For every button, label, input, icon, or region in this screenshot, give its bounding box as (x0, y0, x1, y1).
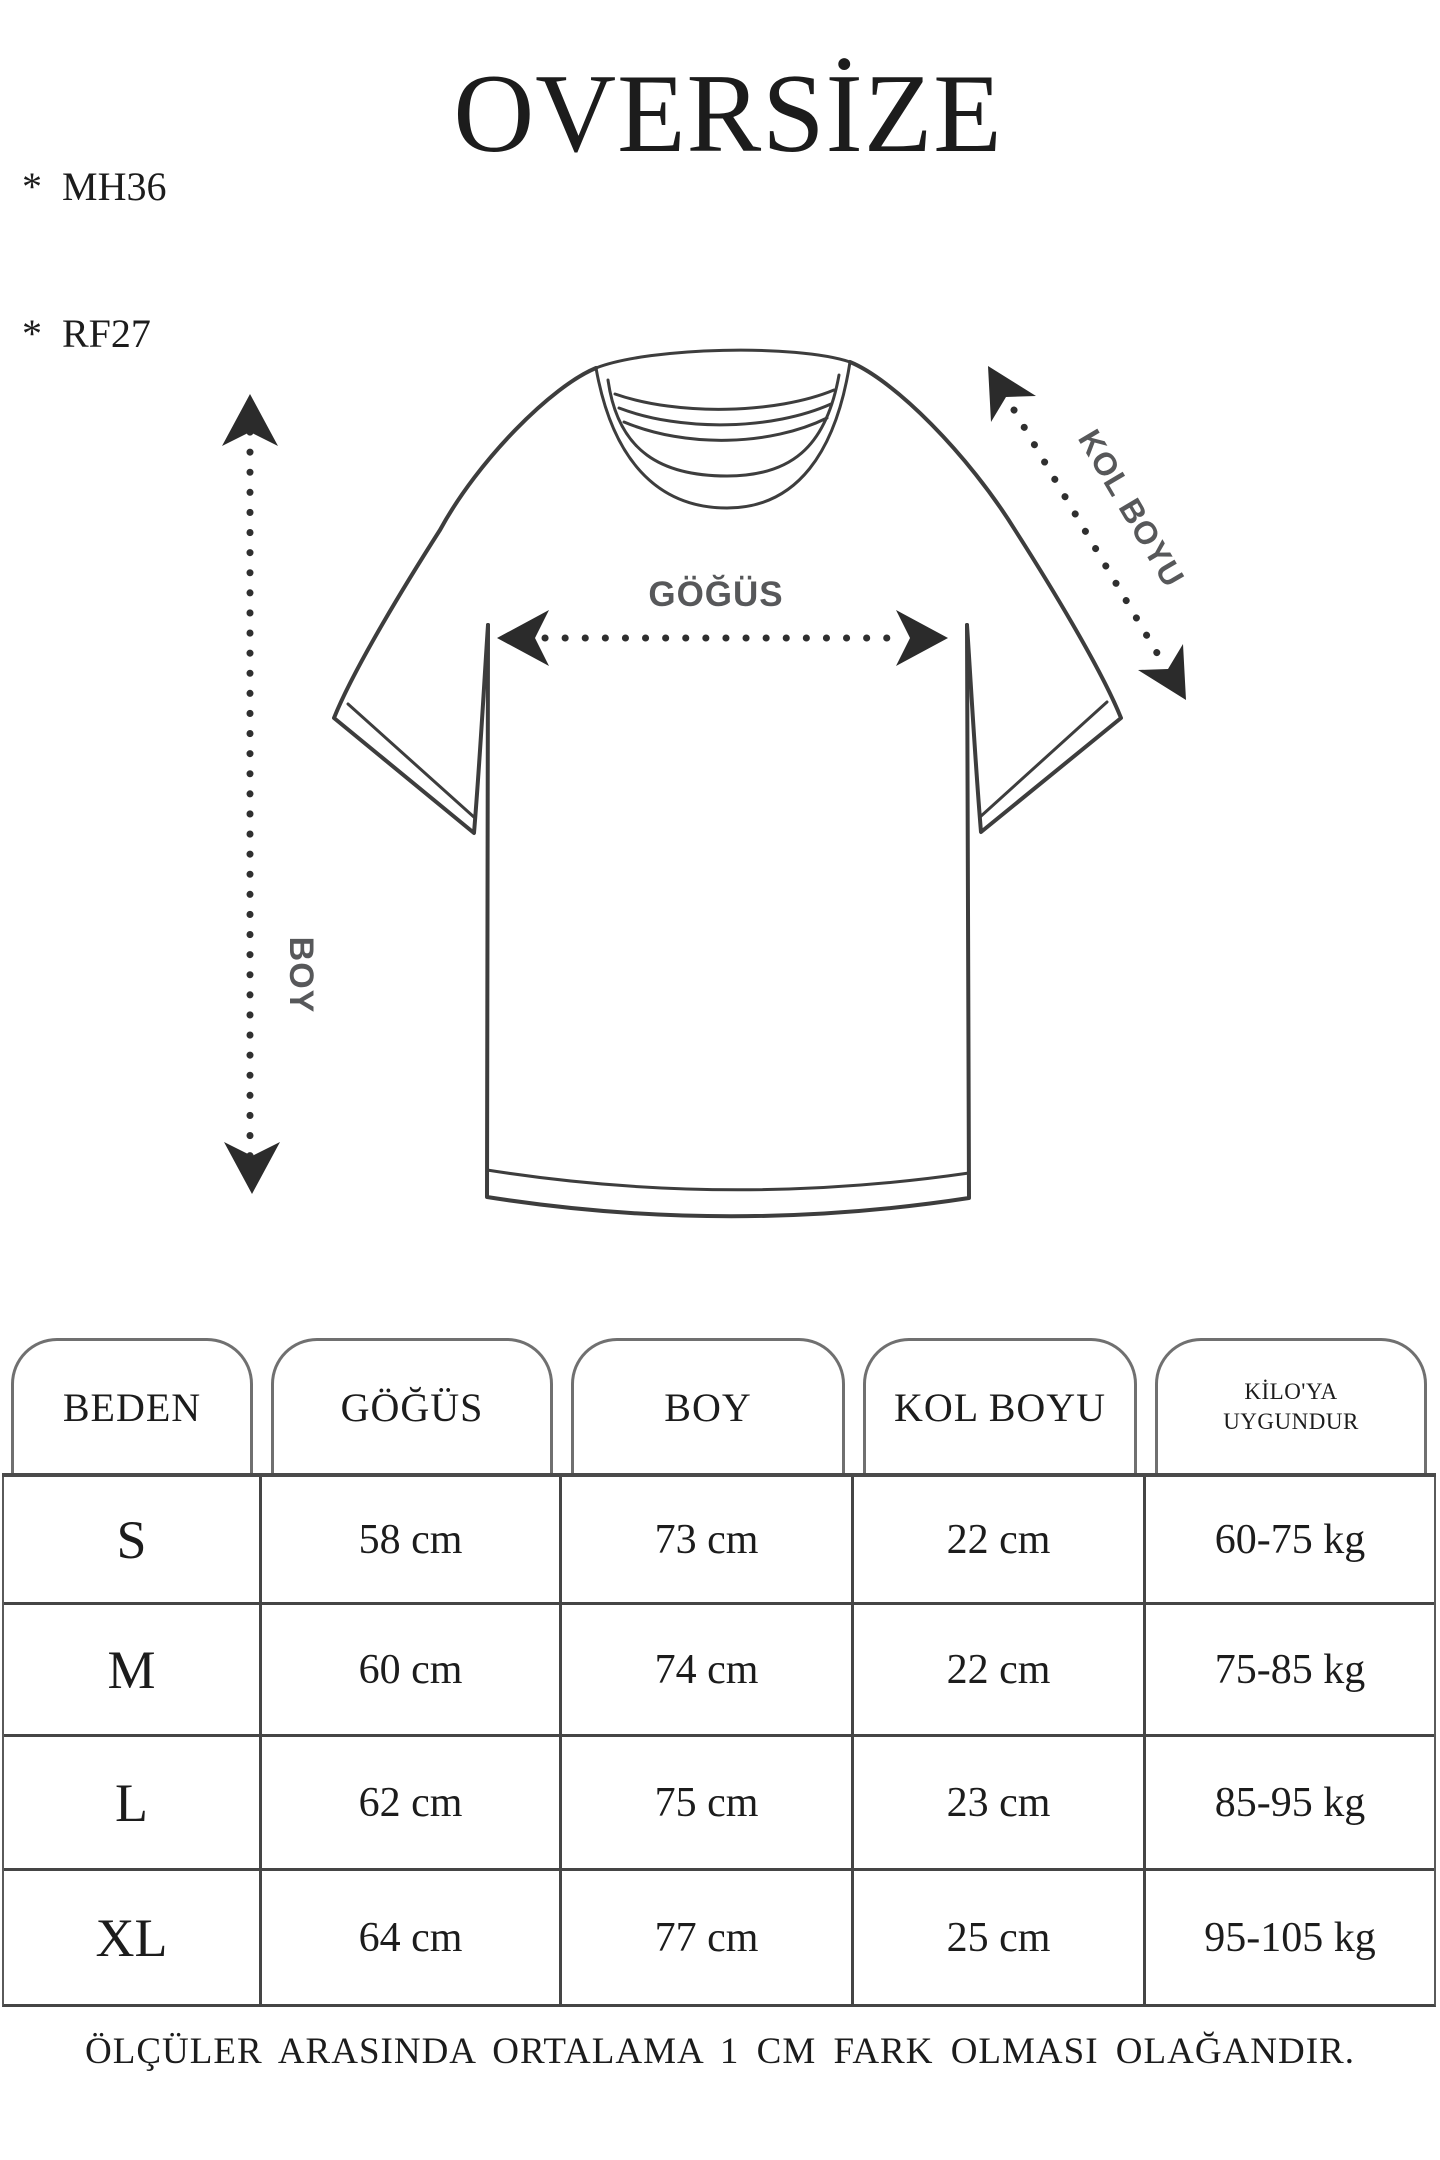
cell-length: 77 cm (562, 1871, 854, 2004)
product-code-2: * RF27 (22, 311, 151, 356)
cell-size: XL (4, 1871, 262, 2004)
cell-weight: 85-95 kg (1214, 1779, 1366, 1826)
cell-chest: 64 cm (262, 1871, 562, 2004)
header-beden: BEDEN (11, 1338, 253, 1473)
cell-weight: 75-85 kg (1214, 1646, 1366, 1693)
table-row-s: S 58 cm 73 cm 22 cm 60-75 kg (4, 1477, 1434, 1605)
cell-sleeve: 25 cm (854, 1871, 1146, 2004)
length-arrow-label: BOY (282, 937, 320, 1014)
header-gogus: GÖĞÜS (271, 1338, 553, 1473)
tshirt-right-sleeve (848, 360, 1123, 834)
chest-arrow (497, 610, 948, 666)
cell-length: 73 cm (562, 1477, 854, 1602)
cell-size: M (4, 1605, 262, 1734)
cell-chest: 60 cm (262, 1605, 562, 1734)
cell-sleeve: 22 cm (854, 1477, 1146, 1602)
header-kol-boyu: KOL BOYU (863, 1338, 1137, 1473)
length-arrow (222, 394, 280, 1194)
tshirt-measure-diagram: BOY GÖĞÜS KOL BOYU (222, 348, 1192, 1219)
tshirt-right-cuff-line (978, 700, 1109, 819)
cell-chest: 62 cm (262, 1737, 562, 1868)
cell-sleeve: 22 cm (854, 1605, 1146, 1734)
cell-chest: 58 cm (262, 1477, 562, 1602)
cell-weight: 95-105 kg (1204, 1914, 1376, 1961)
size-table-header: BEDEN GÖĞÜS BOY KOL BOYU KİLO'YA UYGUNDU… (2, 1338, 1436, 1477)
cell-length: 75 cm (562, 1737, 854, 1868)
collar-back-edge (594, 348, 852, 370)
size-table-body: S 58 cm 73 cm 22 cm 60-75 kg M 60 cm 74 … (2, 1477, 1436, 2007)
collar-opening-edge (606, 373, 841, 478)
sleeve-arrow (988, 366, 1186, 700)
header-kiloya-line1: KİLO'YA (1244, 1379, 1338, 1405)
collar-ribbing-line-2 (617, 402, 833, 427)
sleeve-arrow-label: KOL BOYU (1071, 423, 1192, 593)
table-row-m: M 60 cm 74 cm 22 cm 75-85 kg (4, 1605, 1434, 1737)
table-row-xl: XL 64 cm 77 cm 25 cm 95-105 kg (4, 1871, 1434, 2004)
size-table: BEDEN GÖĞÜS BOY KOL BOYU KİLO'YA UYGUNDU… (2, 1338, 1436, 2007)
cell-weight: 60-75 kg (1214, 1516, 1366, 1563)
cell-size: S (4, 1477, 262, 1602)
page-title: OVERSİZE (453, 52, 1003, 176)
header-kiloya-uygundur: KİLO'YA UYGUNDUR (1155, 1338, 1427, 1473)
header-kiloya-line2: UYGUNDUR (1223, 1409, 1359, 1434)
tshirt-left-sleeve (332, 366, 598, 835)
product-codes: * MH36 * RF27 (22, 64, 166, 407)
header-boy: BOY (571, 1338, 845, 1473)
product-code-1: * MH36 (22, 164, 167, 209)
collar-band-edge (594, 360, 852, 510)
tshirt-body-outline (485, 623, 971, 1219)
cell-sleeve: 23 cm (854, 1737, 1146, 1868)
tshirt-left-cuff-line (346, 702, 477, 820)
chest-arrow-label: GÖĞÜS (648, 574, 783, 614)
cell-length: 74 cm (562, 1605, 854, 1734)
collar-ribbing-line-1 (613, 388, 836, 411)
cell-size: L (4, 1737, 262, 1868)
table-row-l: L 62 cm 75 cm 23 cm 85-95 kg (4, 1737, 1434, 1871)
tshirt-bottom-hem-line (485, 1168, 971, 1192)
tolerance-note: ÖLÇÜLER ARASINDA ORTALAMA 1 CM FARK OLMA… (85, 2031, 1355, 2072)
collar-ribbing-line-3 (622, 416, 829, 442)
